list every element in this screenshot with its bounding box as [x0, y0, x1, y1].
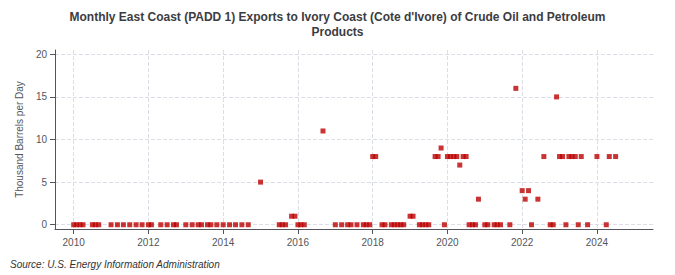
svg-text:2010: 2010: [63, 237, 86, 248]
svg-text:2012: 2012: [137, 237, 160, 248]
svg-text:2014: 2014: [212, 237, 235, 248]
svg-text:Products: Products: [311, 25, 363, 39]
svg-text:2016: 2016: [287, 237, 310, 248]
svg-text:2020: 2020: [436, 237, 459, 248]
svg-text:Thousand Barrels per Day: Thousand Barrels per Day: [14, 81, 25, 198]
svg-text:0: 0: [41, 219, 47, 230]
svg-text:15: 15: [36, 91, 48, 102]
svg-text:2022: 2022: [511, 237, 534, 248]
svg-text:Source: U.S. Energy Informatio: Source: U.S. Energy Information Administ…: [10, 259, 220, 270]
svg-text:20: 20: [36, 49, 48, 60]
svg-text:5: 5: [41, 177, 47, 188]
svg-text:10: 10: [36, 134, 48, 145]
svg-text:2018: 2018: [362, 237, 385, 248]
svg-text:2024: 2024: [586, 237, 609, 248]
svg-text:Monthly East Coast (PADD 1) Ex: Monthly East Coast (PADD 1) Exports to I…: [69, 10, 605, 24]
